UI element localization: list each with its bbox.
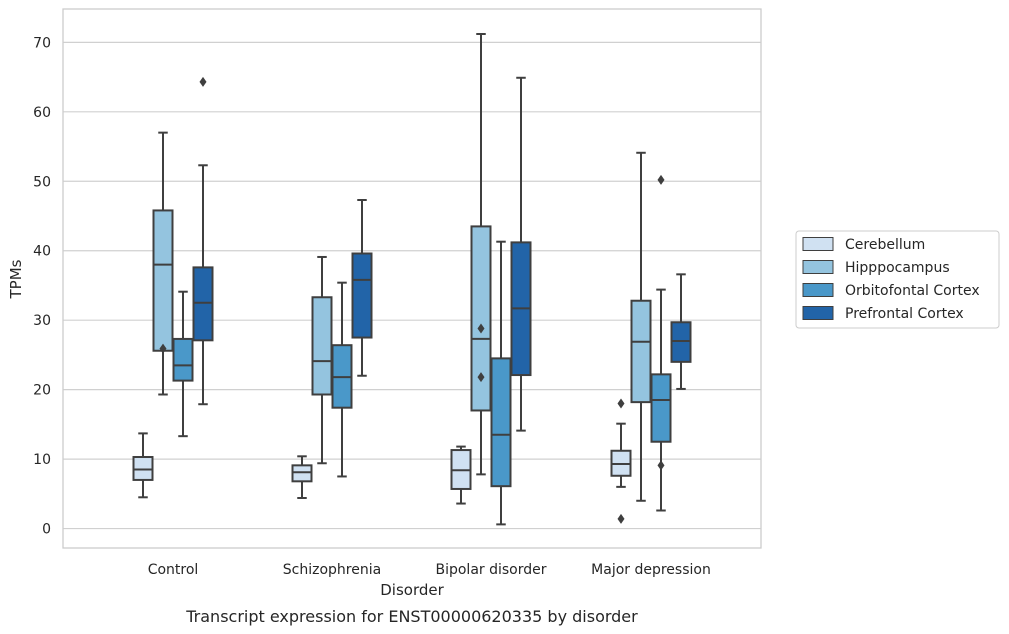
box-0-1 (291, 455, 313, 499)
legend-frame (795, 230, 1000, 329)
x-tick-label-0: Control (148, 562, 199, 578)
box-iqr (470, 225, 492, 412)
legend-label-3: Prefrontal Cortex (845, 306, 964, 322)
box-layer (132, 33, 692, 526)
legend: Cerebellum Hipppocampus Orbitofontal Corte… (795, 230, 1000, 329)
box-1-0 (152, 131, 174, 396)
legend-swatch-0 (802, 237, 834, 251)
legend-label-1: Hipppocampus (845, 260, 950, 276)
box-1-3 (630, 151, 652, 502)
box-iqr (132, 456, 154, 481)
x-tick-label-3: Major depression (591, 562, 711, 578)
box-1-2 (470, 33, 492, 476)
legend-swatch-1 (802, 260, 834, 274)
box-iqr (192, 266, 214, 342)
box-2-0 (172, 290, 194, 438)
box-0-3 (610, 398, 632, 524)
legend-swatch-2 (802, 283, 834, 297)
legend-label-2: Orbitofontal Cortex (845, 283, 980, 299)
box-2-3 (650, 174, 672, 512)
box-iqr (351, 252, 373, 339)
y-tick-label-60: 60 (33, 105, 51, 121)
y-tick-labels: 0 10 20 30 40 50 60 70 (33, 35, 51, 537)
outlier-marker (477, 323, 485, 334)
x-tick-labels: Control Schizophrenia Bipolar disorder Majo… (148, 562, 711, 578)
box-3-0 (192, 76, 214, 406)
outlier-marker (657, 460, 665, 471)
box-3-1 (351, 199, 373, 377)
outlier-marker (657, 174, 665, 185)
y-tick-label-30: 30 (33, 313, 51, 329)
box-iqr (650, 373, 672, 443)
x-tick-label-1: Schizophrenia (283, 562, 381, 578)
outlier-marker (617, 513, 625, 524)
y-tick-label-0: 0 (42, 522, 51, 538)
box-iqr (311, 296, 333, 396)
chart-caption: Transcript expression for ENST0000062033… (185, 607, 638, 626)
grid-layer (63, 41, 761, 530)
x-tick-label-2: Bipolar disorder (435, 562, 546, 578)
outlier-marker (199, 76, 207, 87)
y-axis-label: TPMs (7, 259, 25, 299)
box-1-1 (311, 255, 333, 465)
y-tick-label-10: 10 (33, 452, 51, 468)
box-0-2 (450, 445, 472, 505)
box-3-2 (510, 76, 532, 432)
y-tick-label-40: 40 (33, 244, 51, 260)
legend-label-0: Cerebellum (845, 237, 925, 253)
box-iqr (152, 209, 174, 352)
box-iqr (490, 357, 512, 488)
outlier-marker (617, 398, 625, 409)
box-2-2 (490, 240, 512, 526)
box-0-0 (132, 432, 154, 499)
legend-swatch-3 (802, 306, 834, 320)
x-axis-label: Disorder (380, 581, 444, 599)
box-iqr (291, 464, 313, 483)
box-2-1 (331, 281, 353, 478)
y-tick-label-70: 70 (33, 35, 51, 51)
box-iqr (670, 321, 692, 363)
box-iqr (630, 299, 652, 404)
y-tick-label-50: 50 (33, 174, 51, 190)
outlier-marker (477, 372, 485, 383)
box-3-3 (670, 273, 692, 390)
box-iqr (172, 337, 194, 382)
y-tick-label-20: 20 (33, 383, 51, 399)
outlier-marker (159, 343, 167, 354)
plot-frame (62, 8, 762, 549)
